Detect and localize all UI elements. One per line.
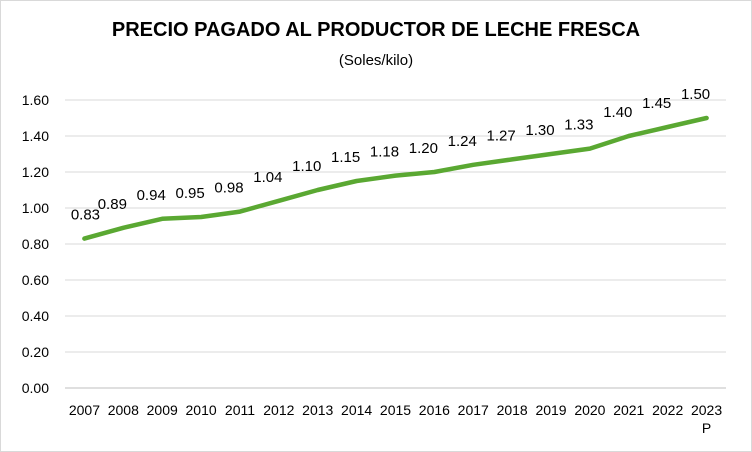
x-tick-label: 2017 [458,402,489,418]
data-point [510,157,514,161]
x-tick-label: 2011 [225,402,255,418]
x-tick-label: 2008 [108,402,139,418]
data-label: 1.33 [564,117,593,134]
chart-title: PRECIO PAGADO AL PRODUCTOR DE LECHE FRES… [111,19,641,41]
data-point [471,163,475,167]
x-tick-label: 2018 [497,402,528,418]
x-tick-note: P [702,420,711,436]
chart-subtitle: (Soles/kilo) [338,52,414,69]
x-tick-label: 2013 [302,402,333,418]
data-point [355,179,359,183]
data-label: 1.20 [409,140,438,157]
data-label: 0.83 [71,207,100,224]
data-point [627,134,631,138]
x-tick-label: 2010 [186,402,217,418]
x-tick-label: 2023 [691,402,722,418]
x-tick-label: 2014 [341,402,372,418]
y-tick-label: 1.40 [22,128,49,144]
data-point [666,125,670,129]
data-point [705,116,709,120]
data-point [82,237,86,241]
data-point [277,199,281,203]
y-tick-label: 0.60 [22,272,49,288]
data-label: 1.10 [292,158,321,175]
x-tick-label: 2021 [613,402,644,418]
data-label: 1.27 [487,127,516,144]
x-tick-label: 2022 [652,402,683,418]
x-tick-label: 2016 [419,402,450,418]
data-point [160,217,164,221]
y-tick-label: 0.40 [22,308,49,324]
x-tick-label: 2012 [263,402,294,418]
data-point [394,174,397,178]
data-label: 0.95 [175,185,204,202]
y-tick-label: 1.20 [22,164,49,180]
x-tick-label: 2007 [69,402,100,418]
x-tick-label: 2020 [574,402,605,418]
data-label: 0.98 [214,180,243,197]
x-tick-label: 2009 [147,402,178,418]
data-point [199,215,203,219]
y-tick-label: 1.00 [22,200,49,216]
data-label: 1.24 [448,133,477,150]
data-point [588,147,592,151]
y-tick-label: 0.20 [22,344,49,360]
data-label: 1.18 [370,144,399,161]
x-tick-label: 2015 [380,402,411,418]
data-label: 1.50 [681,86,710,103]
data-label: 1.30 [525,122,554,139]
y-tick-label: 1.60 [22,92,49,108]
y-tick-label: 0.80 [22,236,49,252]
data-point [432,170,436,174]
data-label: 1.04 [253,169,282,186]
data-point [316,188,320,192]
data-label: 1.45 [642,95,671,112]
data-point [549,152,553,156]
data-label: 1.40 [603,104,632,121]
y-tick-label: 0.00 [22,380,49,396]
data-point [238,210,242,214]
data-label: 0.89 [98,196,127,213]
data-label: 1.15 [331,149,360,166]
data-label: 0.94 [137,187,166,204]
x-tick-label: 2019 [535,402,566,418]
data-point [121,226,125,230]
